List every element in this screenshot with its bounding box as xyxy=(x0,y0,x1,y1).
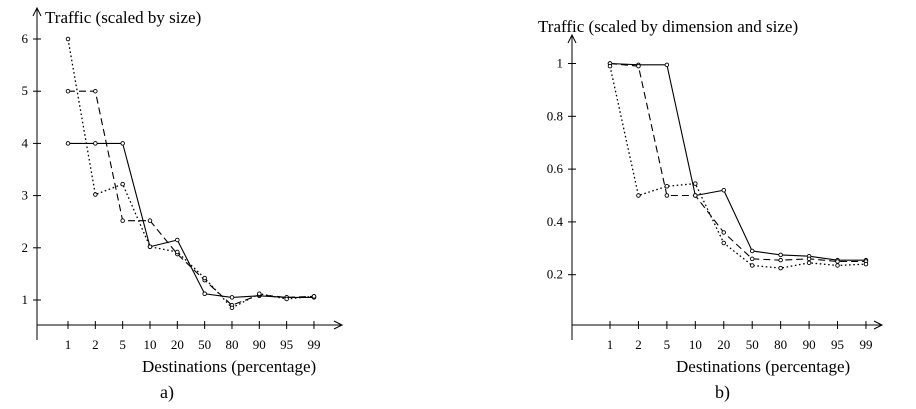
data-point-dashed xyxy=(721,230,727,235)
data-point-solid xyxy=(664,62,670,68)
x-tick-label: 80 xyxy=(774,337,787,352)
x-tick-label: 1 xyxy=(607,337,614,352)
data-point-dotted xyxy=(175,249,180,255)
x-tick-label: 1 xyxy=(65,337,72,352)
data-point-dashed xyxy=(806,256,812,262)
data-point-dotted xyxy=(93,192,98,197)
x-tick-label: 80 xyxy=(225,337,238,352)
y-tick-label: 4 xyxy=(22,135,29,150)
y-tick-label: 2 xyxy=(22,240,29,255)
x-tick-label: 20 xyxy=(171,337,184,352)
y-tick-label: 5 xyxy=(22,83,29,98)
data-point-dashed xyxy=(778,257,783,263)
x-tick-label: 50 xyxy=(746,337,759,352)
x-axis-label-a: Destinations (percentage) xyxy=(142,357,316,376)
series-line-dotted xyxy=(67,38,315,309)
data-point-solid xyxy=(175,237,180,243)
data-point-dotted xyxy=(664,184,670,189)
data-point-dotted xyxy=(835,263,840,268)
x-axis-arrow xyxy=(333,320,344,330)
series-line-dashed xyxy=(609,62,866,263)
data-point-dotted xyxy=(65,36,71,42)
data-point-dotted xyxy=(863,261,869,267)
chart-title-b: Traffic (scaled by dimension and size) xyxy=(538,17,798,36)
series-line-dashed xyxy=(68,90,314,306)
data-point-dotted xyxy=(202,275,207,281)
series-line-solid xyxy=(68,142,314,298)
data-point-solid xyxy=(778,252,783,258)
data-point-dotted xyxy=(147,244,153,250)
data-point-dashed xyxy=(749,256,755,262)
chart-title-a: Traffic (scaled by size) xyxy=(45,8,201,27)
data-point-dotted xyxy=(693,181,698,186)
y-tick-label: 1 xyxy=(557,56,564,71)
data-point-dotted xyxy=(229,305,235,311)
x-tick-label: 50 xyxy=(198,337,211,352)
panel-label-a: a) xyxy=(160,382,174,403)
y-tick-label: 0.6 xyxy=(547,161,564,176)
data-point-dashed xyxy=(120,218,125,223)
y-tick-label: 1 xyxy=(22,292,29,307)
x-tick-label: 90 xyxy=(253,337,266,352)
data-point-solid xyxy=(202,291,207,296)
y-tick-label: 3 xyxy=(22,188,29,203)
data-point-dashed xyxy=(664,193,670,198)
x-tick-label: 99 xyxy=(859,337,872,352)
data-point-dashed xyxy=(93,88,98,94)
x-tick-label: 20 xyxy=(717,337,730,352)
series-line-solid xyxy=(609,62,866,261)
data-point-solid xyxy=(120,141,125,146)
x-tick-label: 95 xyxy=(280,337,293,352)
data-point-solid xyxy=(721,187,727,193)
y-axis-arrow xyxy=(567,33,577,44)
y-tick-label: 6 xyxy=(22,31,29,46)
x-tick-label: 10 xyxy=(689,337,702,352)
data-point-solid xyxy=(749,248,755,254)
x-axis-label-b: Destinations (percentage) xyxy=(676,357,850,376)
data-point-dotted xyxy=(749,263,755,268)
panel-label-b: b) xyxy=(715,382,730,403)
data-point-dashed xyxy=(636,63,641,69)
x-tick-label: 99 xyxy=(307,337,320,352)
x-tick-label: 5 xyxy=(119,337,126,352)
data-point-solid xyxy=(65,141,71,146)
x-tick-label: 90 xyxy=(803,337,816,352)
chart-panel-a: Traffic (scaled by size) Destinations (p… xyxy=(22,6,344,403)
data-point-dotted xyxy=(311,294,317,299)
data-point-dotted xyxy=(778,265,783,271)
x-tick-label: 10 xyxy=(143,337,156,352)
data-point-dashed xyxy=(147,218,153,223)
data-point-dotted xyxy=(257,291,262,296)
y-tick-label: 0.2 xyxy=(547,267,563,282)
data-point-solid xyxy=(93,141,98,146)
data-point-dashed xyxy=(693,193,698,198)
data-point-dashed xyxy=(65,88,71,94)
data-point-dotted xyxy=(120,181,125,187)
data-point-dotted xyxy=(806,260,812,266)
data-point-dotted xyxy=(636,193,641,198)
chart-panel-b: Traffic (scaled by dimension and size) D… xyxy=(538,17,884,403)
data-point-solid xyxy=(229,295,235,300)
y-tick-label: 0.4 xyxy=(547,214,564,229)
data-point-dotted xyxy=(607,63,613,69)
data-point-dotted xyxy=(284,296,289,302)
series-line-dotted xyxy=(609,66,866,269)
x-tick-label: 95 xyxy=(831,337,844,352)
x-axis-arrow xyxy=(873,320,884,330)
data-point-dotted xyxy=(721,240,727,246)
x-tick-label: 2 xyxy=(92,337,99,352)
x-tick-label: 5 xyxy=(664,337,671,352)
y-axis-arrow xyxy=(32,6,42,17)
y-tick-label: 0.8 xyxy=(547,108,563,123)
data-point-dashed xyxy=(835,259,840,264)
x-tick-label: 2 xyxy=(635,337,642,352)
